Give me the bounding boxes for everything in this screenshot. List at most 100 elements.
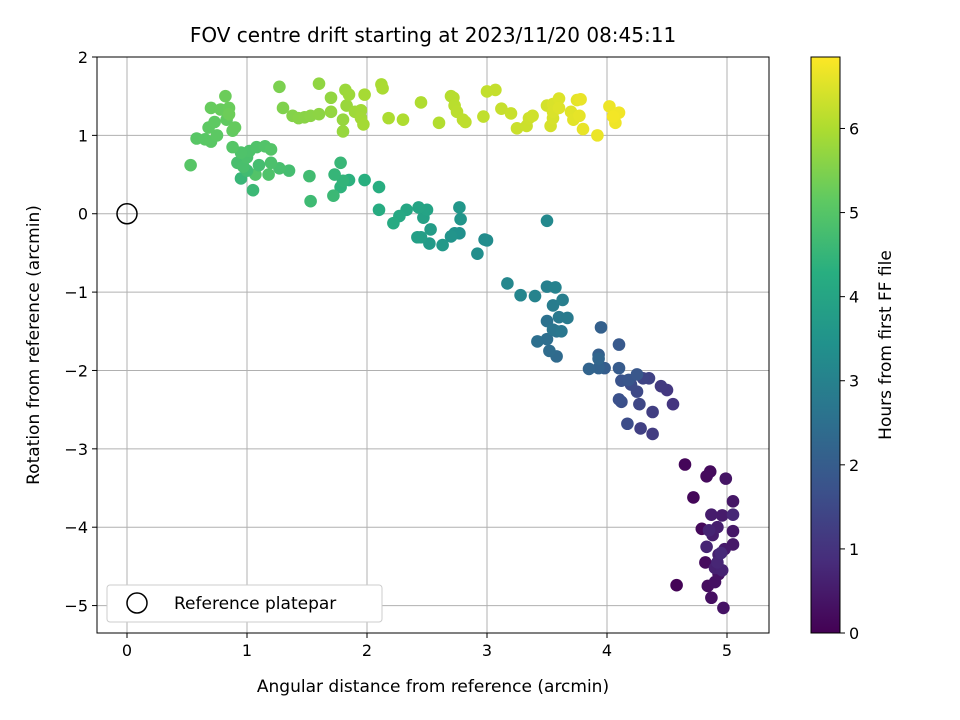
y-tick-label: −1 — [64, 283, 88, 302]
data-point — [276, 101, 290, 115]
data-point — [324, 105, 338, 119]
data-point — [372, 203, 386, 217]
colorbar-tick-label: 2 — [849, 456, 859, 475]
x-tick-label: 2 — [362, 641, 372, 660]
data-point — [219, 89, 232, 103]
data-point — [630, 368, 644, 381]
data-point — [654, 379, 668, 393]
data-point — [501, 277, 514, 290]
y-axis-ticks: −5 −4 −3 −2 −1 0 1 2 — [64, 48, 97, 616]
y-tick-label: −2 — [64, 361, 88, 380]
data-point — [210, 129, 224, 142]
colorbar-tick-label: 3 — [849, 372, 859, 391]
data-point — [555, 324, 568, 338]
data-point — [715, 509, 729, 522]
data-point — [372, 180, 386, 194]
data-point — [432, 116, 446, 130]
data-point — [591, 129, 604, 142]
data-point — [387, 216, 400, 230]
data-point — [376, 82, 389, 95]
data-point — [726, 508, 740, 521]
data-point — [549, 281, 562, 294]
data-point — [726, 524, 740, 538]
legend: Reference platepar — [106, 584, 383, 623]
colorbar-tick-label: 4 — [849, 288, 859, 307]
data-point — [528, 289, 542, 303]
data-point — [411, 230, 424, 244]
x-tick-label: 4 — [602, 641, 612, 660]
data-point — [459, 115, 472, 129]
data-point — [262, 168, 275, 181]
data-point — [574, 93, 587, 106]
data-point — [705, 591, 718, 605]
data-point — [594, 321, 608, 334]
data-point — [634, 422, 647, 435]
data-point — [540, 332, 554, 346]
data-point — [226, 140, 239, 154]
data-point — [312, 107, 326, 121]
data-point — [526, 109, 539, 123]
reference-platepar-marker — [116, 202, 138, 225]
x-tick-label: 0 — [122, 641, 132, 660]
data-point — [228, 121, 242, 134]
data-point — [666, 397, 680, 411]
x-tick-label: 3 — [482, 641, 492, 660]
colorbar-gradient — [810, 56, 841, 634]
data-point — [495, 102, 508, 116]
data-point — [327, 189, 340, 203]
data-point — [424, 223, 437, 236]
data-point — [324, 91, 338, 105]
data-point — [246, 183, 260, 197]
data-point — [412, 201, 425, 214]
data-point — [208, 115, 221, 129]
y-tick-label: −5 — [64, 597, 88, 616]
y-axis-label: Rotation from reference (arcmin) — [24, 205, 44, 485]
x-axis-ticks: 0 1 2 3 4 5 — [122, 633, 732, 660]
data-point — [357, 118, 370, 131]
data-point — [342, 88, 356, 101]
data-point — [334, 156, 347, 170]
data-point — [358, 173, 371, 187]
data-point — [612, 393, 626, 406]
x-axis-label: Angular distance from reference (arcmin) — [257, 677, 609, 697]
data-point — [561, 311, 574, 325]
colorbar-tick-label: 5 — [849, 204, 859, 223]
legend-box — [106, 584, 383, 623]
data-points — [184, 77, 740, 615]
data-point — [312, 77, 326, 90]
data-point — [222, 107, 236, 121]
data-point — [489, 83, 502, 97]
data-point — [592, 361, 605, 375]
data-point — [576, 122, 590, 136]
data-point — [670, 578, 683, 592]
data-point — [703, 465, 717, 478]
data-point — [480, 234, 494, 247]
data-point — [717, 601, 730, 615]
colorbar: 0 1 2 3 4 5 6 Hours from first FF file — [810, 56, 896, 643]
data-point — [552, 101, 566, 115]
data-point — [328, 168, 341, 181]
data-point — [552, 92, 566, 105]
legend-marker-reference — [126, 592, 148, 614]
data-point — [699, 556, 712, 569]
data-point — [726, 495, 740, 508]
data-point — [273, 80, 286, 94]
data-point — [573, 109, 586, 123]
data-point — [646, 427, 659, 441]
data-point — [336, 113, 350, 126]
data-point — [514, 288, 527, 302]
colorbar-label: Hours from first FF file — [876, 250, 896, 440]
data-point — [184, 158, 197, 172]
data-point — [621, 417, 634, 431]
data-point — [282, 164, 296, 177]
data-point — [582, 362, 596, 376]
data-point — [453, 201, 466, 214]
data-point — [444, 230, 458, 243]
data-point — [531, 335, 544, 348]
data-point — [678, 458, 692, 471]
y-tick-label: 2 — [78, 48, 88, 67]
data-point — [336, 125, 350, 138]
data-point — [719, 472, 733, 485]
data-point — [633, 397, 646, 411]
